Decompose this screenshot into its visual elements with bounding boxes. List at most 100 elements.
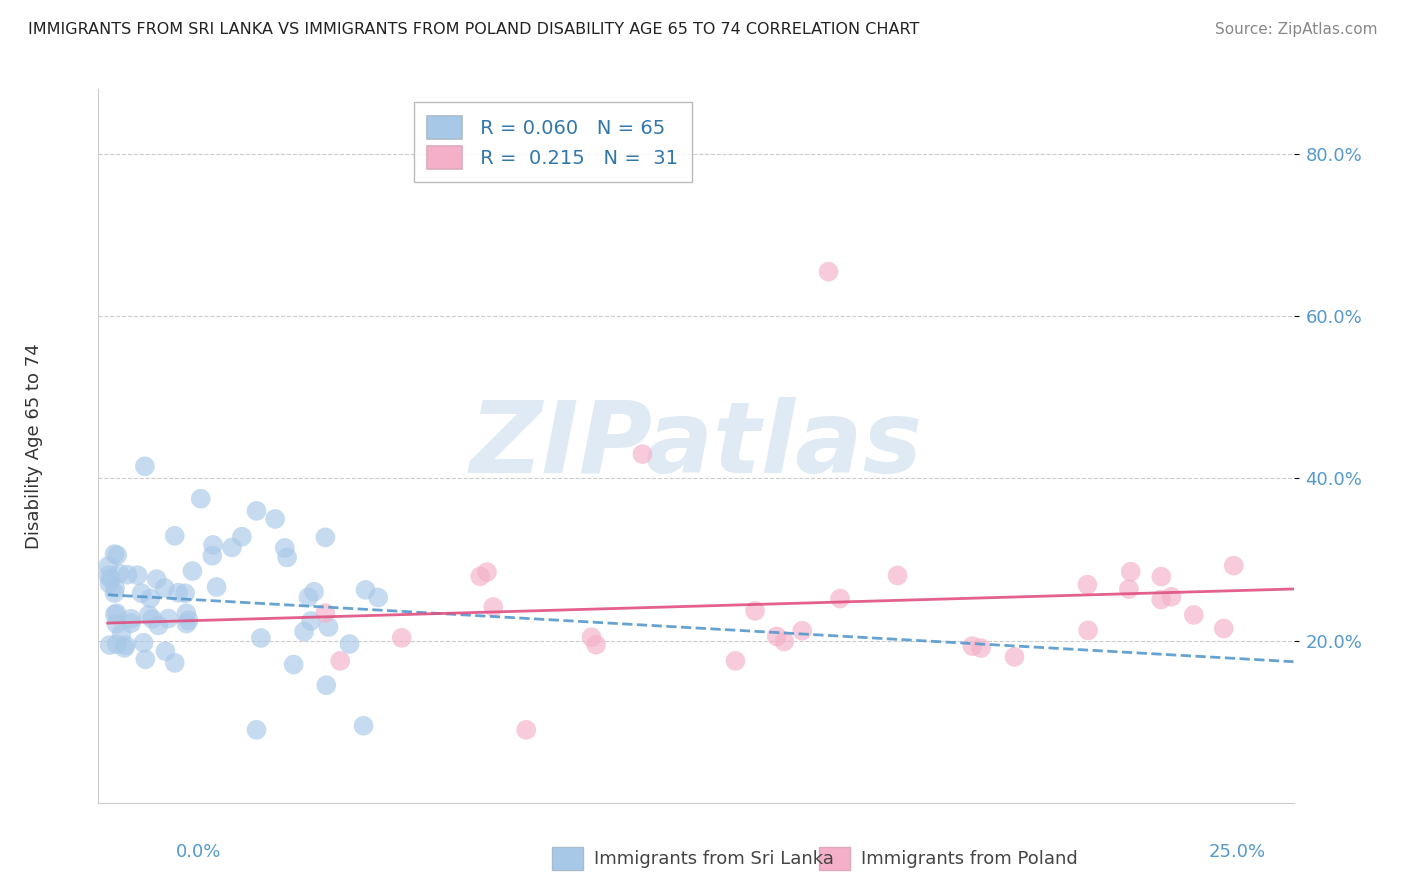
Point <box>817 265 839 279</box>
Point <box>181 564 204 578</box>
Point <box>145 572 167 586</box>
Point <box>581 630 603 644</box>
Point <box>314 530 336 544</box>
Point <box>353 719 375 733</box>
Point <box>585 638 607 652</box>
Point <box>792 624 814 638</box>
Point <box>475 565 498 579</box>
Point <box>339 637 361 651</box>
Text: IMMIGRANTS FROM SRI LANKA VS IMMIGRANTS FROM POLAND DISABILITY AGE 65 TO 74 CORR: IMMIGRANTS FROM SRI LANKA VS IMMIGRANTS … <box>28 22 920 37</box>
Point <box>765 629 787 643</box>
Point <box>329 654 352 668</box>
Text: 0.0%: 0.0% <box>176 843 221 861</box>
Point <box>139 591 162 606</box>
Point <box>104 607 127 622</box>
Point <box>245 504 267 518</box>
Point <box>110 626 132 640</box>
Point <box>292 624 315 639</box>
Point <box>221 541 243 555</box>
Point <box>108 566 131 581</box>
Point <box>1182 607 1205 622</box>
Point <box>302 584 325 599</box>
Point <box>103 586 125 600</box>
Point <box>1222 558 1244 573</box>
Point <box>190 491 212 506</box>
Point <box>1150 592 1173 607</box>
Point <box>299 614 322 628</box>
Point <box>131 586 153 600</box>
Point <box>103 547 125 561</box>
Point <box>153 581 176 595</box>
Point <box>482 599 505 614</box>
Point <box>176 607 198 621</box>
Point <box>141 612 163 626</box>
Point <box>105 606 128 620</box>
Point <box>744 604 766 618</box>
Point <box>157 611 180 625</box>
Text: Immigrants from Sri Lanka: Immigrants from Sri Lanka <box>593 850 834 868</box>
Point <box>886 568 908 582</box>
Point <box>283 657 305 672</box>
Point <box>148 618 170 632</box>
Point <box>318 620 340 634</box>
Point <box>724 654 747 668</box>
Point <box>105 548 128 562</box>
Point <box>205 580 228 594</box>
Point <box>314 606 336 620</box>
Point <box>1212 622 1234 636</box>
Point <box>515 723 537 737</box>
Point <box>773 634 796 648</box>
Point <box>98 638 121 652</box>
Point <box>274 541 297 555</box>
Text: Source: ZipAtlas.com: Source: ZipAtlas.com <box>1215 22 1378 37</box>
Point <box>201 549 224 563</box>
Point <box>276 550 298 565</box>
Point <box>245 723 267 737</box>
Point <box>134 459 156 474</box>
Point <box>127 568 149 582</box>
Point <box>1119 565 1142 579</box>
Text: ZIPatlas: ZIPatlas <box>470 398 922 494</box>
Point <box>1118 582 1140 596</box>
Point <box>163 656 186 670</box>
Point <box>176 616 198 631</box>
Point <box>1160 590 1182 604</box>
Point <box>138 607 160 622</box>
Point <box>155 644 177 658</box>
Point <box>114 638 136 652</box>
Point <box>105 616 128 631</box>
Point <box>132 636 155 650</box>
Point <box>970 641 993 656</box>
Point <box>470 569 492 583</box>
Point <box>962 639 984 653</box>
Y-axis label: Disability Age 65 to 74: Disability Age 65 to 74 <box>25 343 42 549</box>
Point <box>98 576 121 591</box>
Point <box>830 591 852 606</box>
Point <box>174 586 197 600</box>
Point <box>134 652 156 666</box>
Point <box>97 568 120 582</box>
Point <box>297 591 319 605</box>
Point <box>1150 569 1173 583</box>
Point <box>163 529 186 543</box>
Point <box>354 582 377 597</box>
Text: Immigrants from Poland: Immigrants from Poland <box>860 850 1078 868</box>
Point <box>264 512 287 526</box>
Point <box>1077 624 1099 638</box>
Point <box>167 585 190 599</box>
Point <box>631 447 654 461</box>
Point <box>104 581 127 595</box>
Point <box>315 678 337 692</box>
Point <box>120 616 142 631</box>
Text: 25.0%: 25.0% <box>1208 843 1265 861</box>
Point <box>250 631 273 645</box>
Point <box>177 613 200 627</box>
Point <box>202 538 225 552</box>
Point <box>100 571 122 585</box>
Point <box>105 637 128 651</box>
Point <box>391 631 413 645</box>
Point <box>1076 577 1098 591</box>
Point <box>120 612 142 626</box>
Point <box>97 559 120 574</box>
Point <box>1004 649 1026 664</box>
